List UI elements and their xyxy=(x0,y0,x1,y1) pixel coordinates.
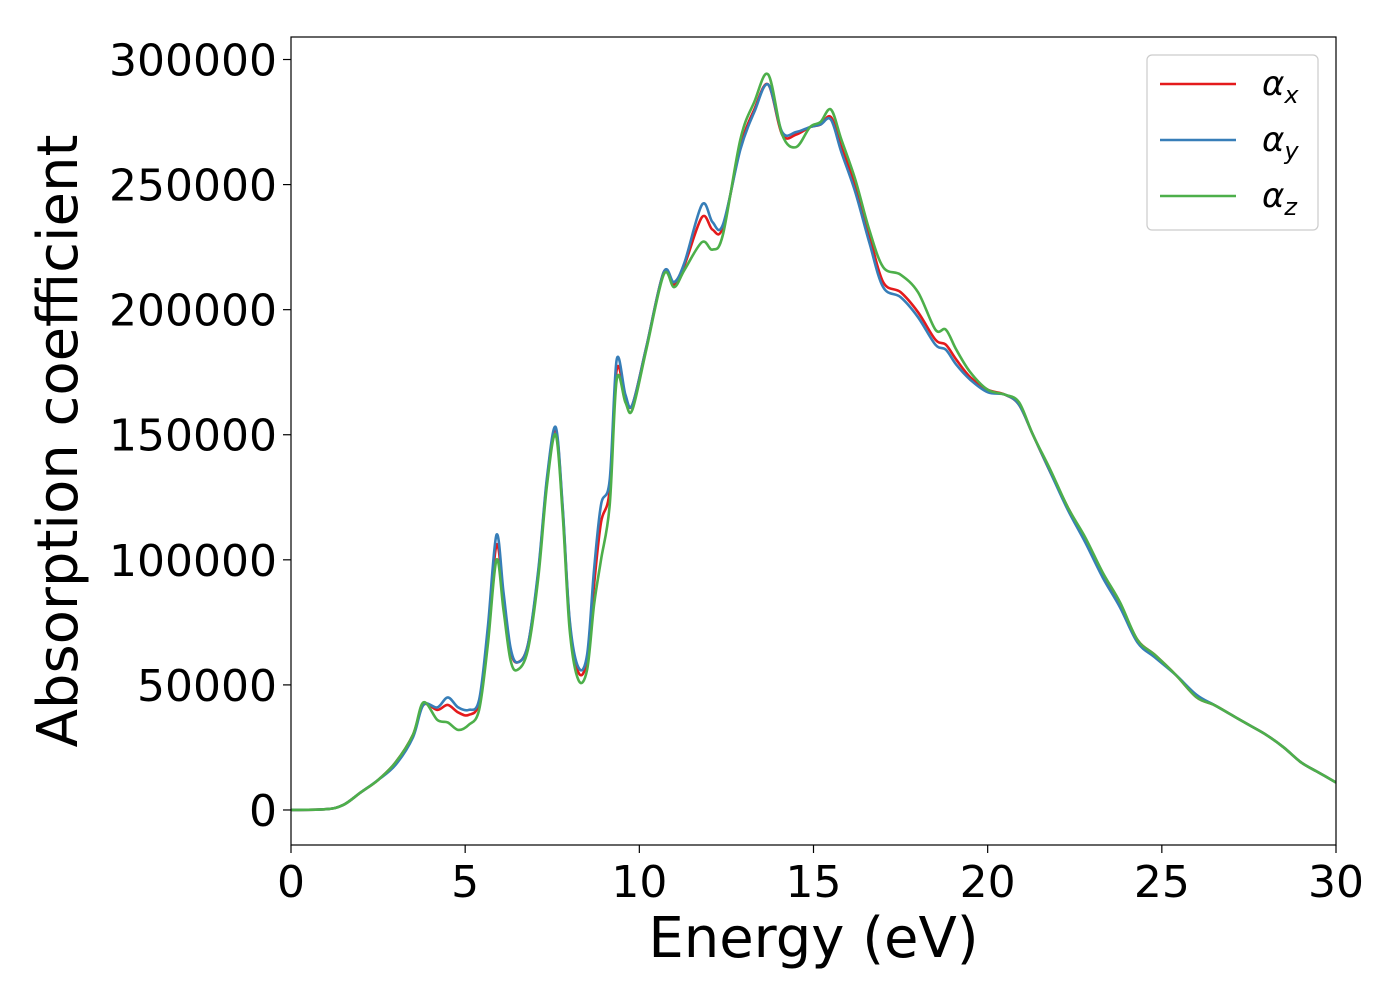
y-tick-label: 50000 xyxy=(137,661,277,712)
x-tick-label: 25 xyxy=(1134,857,1190,908)
y-tick-label: 250000 xyxy=(109,161,277,212)
y-tick-label: 300000 xyxy=(109,36,277,87)
y-tick-label: 150000 xyxy=(109,411,277,462)
x-tick-label: 0 xyxy=(277,857,305,908)
series-line-alpha-z xyxy=(291,72,1336,812)
x-tick-label: 5 xyxy=(451,857,479,908)
y-tick-label: 200000 xyxy=(109,286,277,337)
y-tick-label: 0 xyxy=(249,786,277,837)
series-line-alpha-y xyxy=(291,83,1336,812)
x-tick-label: 20 xyxy=(960,857,1016,908)
tick-layer: 0 5 10 15 20 25 30 0 50000 100000 150000 200000 2500… xyxy=(109,36,1364,908)
x-axis-title: Energy (eV) xyxy=(648,906,978,971)
legend-box xyxy=(1146,54,1319,231)
y-tick-label: 100000 xyxy=(109,536,277,587)
x-tick-label: 10 xyxy=(611,857,667,908)
x-tick-label: 15 xyxy=(786,857,842,908)
series-layer xyxy=(291,72,1336,812)
x-tick-label: 30 xyxy=(1308,857,1364,908)
y-axis-title: Absorption coefficient xyxy=(26,135,91,748)
